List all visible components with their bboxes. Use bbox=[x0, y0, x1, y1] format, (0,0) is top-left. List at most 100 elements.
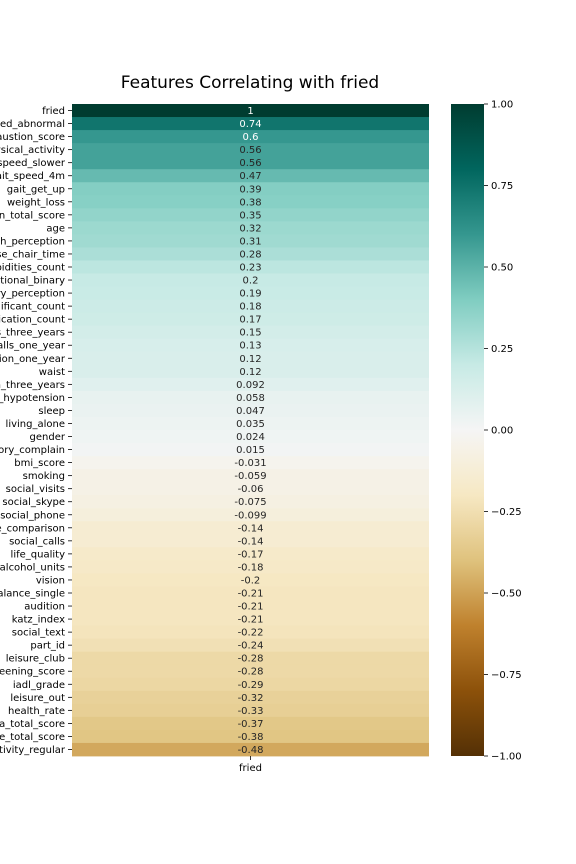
row-label: mna_total_score bbox=[0, 719, 65, 730]
cell-value-label: 0.12 bbox=[239, 367, 261, 378]
cell-value-label: -0.22 bbox=[238, 628, 264, 639]
row-labels: fried gait_speed_abnormal exhaustion_score… bbox=[0, 106, 72, 756]
cell-value-label: 0.38 bbox=[239, 197, 261, 208]
row-label: comorbidities_count bbox=[0, 263, 65, 274]
x-axis: fried bbox=[239, 756, 262, 774]
cell-value-label: -0.14 bbox=[238, 536, 264, 547]
cell-value-label: -0.33 bbox=[238, 706, 264, 717]
cell-value-label: -0.28 bbox=[238, 667, 264, 678]
row-label: gender bbox=[30, 432, 66, 443]
row-label: hospitalization_one_year bbox=[0, 354, 66, 365]
row-label: falls_one_year bbox=[0, 341, 66, 352]
cell-value-label: 0.39 bbox=[239, 184, 261, 195]
row-label: physical_activity bbox=[0, 145, 65, 156]
row-label: mmse_total_score bbox=[0, 732, 65, 743]
row-label: vision bbox=[36, 575, 65, 586]
row-label: falls_three_years bbox=[0, 328, 65, 339]
cell-value-label: 0.047 bbox=[236, 406, 265, 417]
row-label: hospitalization_three_years bbox=[0, 380, 65, 391]
row-label: social_visits bbox=[6, 484, 65, 495]
cell-value-label: 0.19 bbox=[239, 289, 261, 300]
row-label: functional_binary bbox=[0, 276, 65, 287]
row-label: social_text bbox=[12, 628, 65, 639]
cell-value-label: 0.74 bbox=[239, 119, 261, 130]
cell-value-label: 0.058 bbox=[236, 393, 265, 404]
colorbar-tick-label: −1.00 bbox=[491, 752, 522, 763]
colorbar-tick-label: −0.75 bbox=[491, 670, 522, 681]
cell-value-label: 0.035 bbox=[236, 419, 265, 430]
row-label: waist bbox=[39, 367, 65, 378]
row-label: health_rate bbox=[8, 706, 65, 717]
row-label: exhaustion_score bbox=[0, 132, 65, 143]
row-label: part_id bbox=[30, 641, 65, 652]
row-label: gait_speed_abnormal bbox=[0, 119, 65, 130]
row-label: health_rate_comparison bbox=[0, 523, 65, 534]
cell-value-label: 0.15 bbox=[239, 328, 261, 339]
cell-value-label: 0.2 bbox=[243, 276, 259, 287]
row-label: activity_regular bbox=[0, 745, 66, 756]
cell-value-label: 0.56 bbox=[239, 158, 261, 169]
cell-value-label: -0.38 bbox=[238, 732, 264, 743]
row-label: raise_chair_time bbox=[0, 249, 65, 260]
row-label: katz_index bbox=[12, 615, 65, 626]
cell-value-label: -0.29 bbox=[238, 680, 264, 691]
cell-value-label: -0.48 bbox=[238, 745, 264, 756]
colorbar-tick-label: 1.00 bbox=[491, 100, 513, 111]
row-label: health_perception bbox=[0, 236, 65, 247]
row-label: mna_screening_score bbox=[0, 667, 65, 678]
cell-value-label: -0.059 bbox=[234, 471, 266, 482]
cell-value-label: -0.32 bbox=[238, 693, 264, 704]
row-label: memory_complain bbox=[0, 445, 65, 456]
row-label: medication_count bbox=[0, 315, 65, 326]
row-label: leisure_out bbox=[10, 693, 65, 704]
cell-value-label: 0.56 bbox=[239, 145, 261, 156]
colorbar-gradient bbox=[451, 104, 484, 756]
cell-value-label: 0.18 bbox=[239, 302, 261, 313]
row-label: leisure_club bbox=[6, 654, 65, 665]
cell-value-label: -0.28 bbox=[238, 654, 264, 665]
colorbar-tick-label: 0.75 bbox=[491, 181, 513, 192]
cell-value-label: 0.31 bbox=[239, 236, 261, 247]
cell-value-label: 0.32 bbox=[239, 223, 261, 234]
cell-value-label: 0.6 bbox=[243, 132, 259, 143]
cell-value-label: 0.092 bbox=[236, 380, 265, 391]
cell-value-label: 0.47 bbox=[239, 171, 261, 182]
row-label: significant_count bbox=[0, 302, 65, 313]
row-label: weight_loss bbox=[7, 197, 65, 208]
colorbar-tick-label: 0.25 bbox=[491, 344, 513, 355]
row-label: bmi_score bbox=[14, 458, 65, 469]
cell-value-label: 0.23 bbox=[239, 263, 261, 274]
cell-value-label: -0.21 bbox=[238, 602, 264, 613]
cell-value-label: 0.35 bbox=[239, 210, 261, 221]
cell-value-label: -0.17 bbox=[238, 549, 264, 560]
cell-value-label: -0.06 bbox=[238, 484, 264, 495]
row-label: alcohol_units bbox=[0, 562, 65, 573]
colorbar: 1.000.750.500.250.00−0.25−0.50−0.75−1.00 bbox=[451, 100, 522, 763]
cell-value-label: 0.015 bbox=[236, 445, 265, 456]
colorbar-tick-label: −0.50 bbox=[491, 589, 522, 600]
cell-value-label: -0.18 bbox=[238, 562, 264, 573]
cell-value-label: -0.37 bbox=[238, 719, 264, 730]
row-label: sleep bbox=[38, 406, 65, 417]
row-label: social_skype bbox=[2, 497, 65, 508]
cell-value-label: 0.13 bbox=[239, 341, 261, 352]
row-label: life_quality bbox=[11, 549, 66, 560]
colorbar-tick-label: −0.25 bbox=[491, 507, 522, 518]
cell-value-label: -0.14 bbox=[238, 523, 264, 534]
cell-value-label: 0.17 bbox=[239, 315, 261, 326]
colorbar-tick-label: 0.50 bbox=[491, 263, 513, 274]
row-label: medication_total_score bbox=[0, 210, 65, 221]
row-label: smoking bbox=[23, 471, 65, 482]
row-label: audition bbox=[24, 602, 65, 613]
cell-value-label: -0.2 bbox=[241, 575, 261, 586]
cell-value-label: -0.24 bbox=[238, 641, 264, 652]
heatmap-cells: 10.740.60.560.560.470.390.380.350.320.31… bbox=[72, 104, 429, 756]
row-label: age bbox=[46, 223, 65, 234]
cell-value-label: -0.099 bbox=[234, 510, 266, 521]
cell-value-label: -0.21 bbox=[238, 615, 264, 626]
cell-value-label: 0.024 bbox=[236, 432, 265, 443]
x-tick-label: fried bbox=[239, 763, 262, 774]
row-label: fried bbox=[42, 106, 65, 117]
row-label: living_alone bbox=[6, 419, 65, 430]
